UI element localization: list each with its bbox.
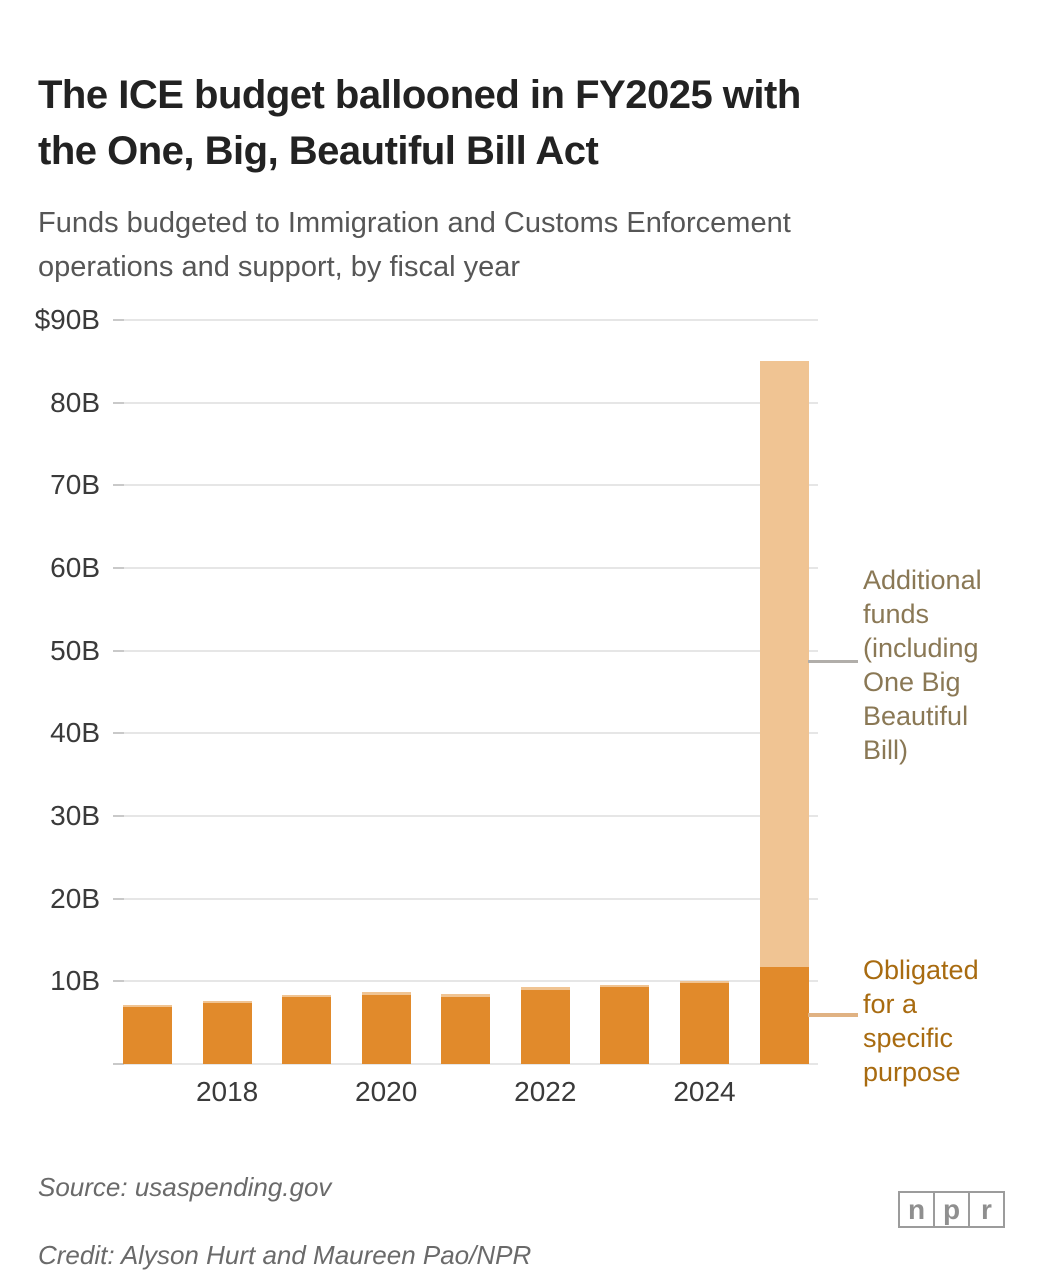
y-tick-mark [113,319,124,321]
additional-funds-label: Additional funds (including One Big Beau… [863,565,982,765]
bar-2017-obligated [123,1007,172,1064]
y-tick-mark [113,1063,124,1065]
y-tick-label-60: 60B [50,552,100,583]
npr-logo-letter-n: n [898,1191,935,1228]
y-tick-mark [113,649,124,652]
bar-2022-obligated [520,990,570,1064]
bar-2025-additional [759,360,809,968]
chart-subtitle: Funds budgeted to Immigration and Custom… [38,207,791,283]
y-gridline-60 [113,567,818,569]
y-tick-label-30: 30B [50,800,100,831]
x-tick-label-2024: 2024 [673,1076,736,1107]
bar-2018-additional [202,1001,252,1003]
bar-2023-additional [600,984,650,988]
y-gridline-80 [113,401,818,404]
bar-2022-additional [520,987,570,991]
y-tick-mark [113,897,124,900]
bar-2019-obligated [282,997,332,1064]
obligated-connector-line [808,1013,858,1017]
y-gridline-50 [113,649,818,652]
bar-2019-additional [282,995,332,998]
y-tick-label-70: 70B [50,469,100,501]
additional-funds-connector-line [808,660,858,663]
y-tick-label-90: $90B [34,304,100,335]
bar-2025-obligated [759,967,809,1064]
y-tick-mark [113,401,124,404]
credit-note: Credit: Alyson Hurt and Maureen Pao/NPR [38,1240,532,1270]
source-note: Source: usaspending.gov [38,1172,332,1202]
y-gridline-40 [113,732,818,735]
obligated-label: Obligated for a specific purpose [863,955,979,1087]
x-tick-label-2020: 2020 [355,1076,418,1107]
x-tick-label-2022: 2022 [514,1076,577,1107]
chart-title: The ICE budget ballooned in FY2025 with … [38,72,801,173]
npr-logo-letter-p: p [933,1191,970,1228]
bar-2024-obligated [680,983,729,1064]
y-gridline-70 [113,484,818,487]
bar-2018-obligated [202,1002,252,1064]
bar-2023-obligated [600,987,650,1064]
y-gridline-30 [113,815,818,817]
y-gridline-90 [113,319,818,321]
bar-2021-additional [441,993,491,997]
y-tick-label-40: 40B [50,717,100,749]
x-tick-label-2018: 2018 [195,1076,259,1107]
bar-2024-additional [680,981,729,983]
y-gridline-20 [113,897,818,900]
bar-2021-obligated [441,997,491,1064]
y-tick-label-20: 20B [50,882,100,914]
npr-logo-letter-r: r [968,1191,1005,1228]
bar-2020-additional [361,992,411,995]
bar-2020-obligated [361,994,411,1064]
y-tick-mark [113,815,124,817]
npr-logo: n p r [898,1191,1005,1228]
y-tick-label-10: 10B [50,965,100,997]
y-tick-label-80: 80B [50,386,100,418]
y-gridline-0 [113,1063,818,1065]
y-tick-label-50: 50B [50,634,100,666]
y-tick-mark [113,484,124,487]
y-tick-mark [113,980,124,983]
y-gridline-10 [113,980,818,983]
y-tick-mark [113,567,124,569]
bar-2017-additional [123,1005,172,1007]
y-tick-mark [113,732,124,735]
